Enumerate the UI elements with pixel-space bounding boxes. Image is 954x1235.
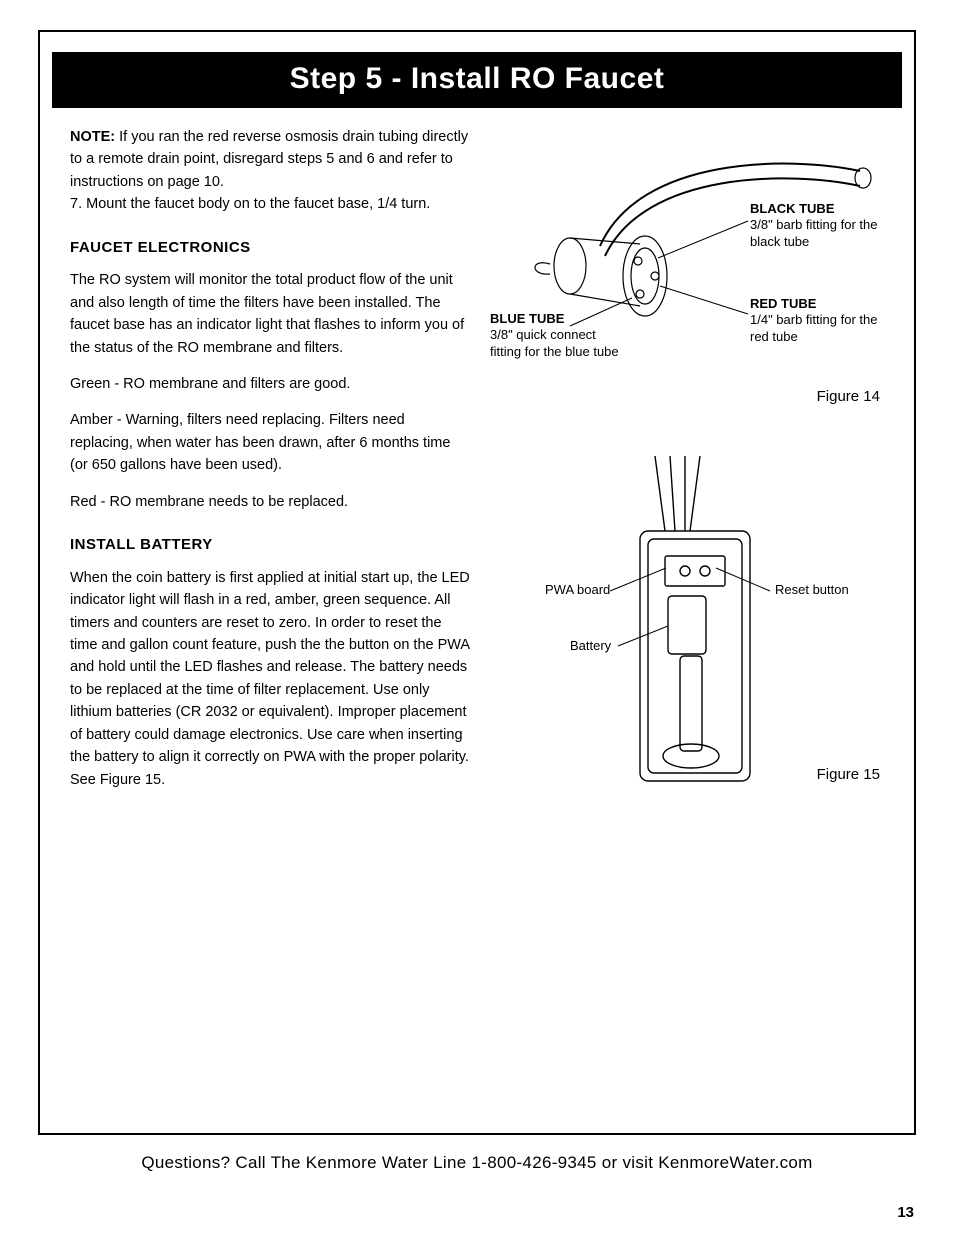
electronics-p1: The RO system will monitor the total pro… bbox=[70, 269, 470, 359]
electronics-heading: FAUCET ELECTRONICS bbox=[70, 236, 470, 259]
page: Step 5 - Install RO Faucet NOTE: If you … bbox=[0, 0, 954, 1235]
red-tube-head: RED TUBE bbox=[750, 296, 880, 312]
battery-p1: When the coin battery is first applied a… bbox=[70, 567, 470, 792]
footer-line: Questions? Call The Kenmore Water Line 1… bbox=[38, 1153, 916, 1173]
reset-button-callout: Reset button bbox=[775, 582, 849, 598]
page-number: 13 bbox=[897, 1204, 914, 1221]
black-tube-head: BLACK TUBE bbox=[750, 201, 880, 217]
red-tube-body: 1/4" barb fitting for the red tube bbox=[750, 312, 880, 345]
figure-15-label: Figure 15 bbox=[817, 766, 880, 783]
red-tube-callout: RED TUBE 1/4" barb fitting for the red t… bbox=[750, 296, 880, 345]
step-7: 7. Mount the faucet body on to the fauce… bbox=[70, 196, 430, 212]
diagram-column: BLACK TUBE 3/8" barb fitting for the bla… bbox=[490, 126, 890, 805]
blue-tube-body: 3/8" quick connect fitting for the blue … bbox=[490, 327, 630, 360]
blue-tube-head: BLUE TUBE bbox=[490, 311, 630, 327]
electronics-p2: Green - RO membrane and filters are good… bbox=[70, 373, 470, 395]
note-body: If you ran the red reverse osmosis drain… bbox=[70, 129, 468, 190]
battery-callout: Battery bbox=[570, 638, 611, 654]
black-tube-body: 3/8" barb fitting for the black tube bbox=[750, 217, 880, 250]
text-column: NOTE: If you ran the red reverse osmosis… bbox=[70, 126, 470, 805]
note-lead: NOTE: bbox=[70, 129, 115, 145]
figure-15-illustration bbox=[490, 456, 880, 796]
electronics-p3: Amber - Warning, filters need replacing.… bbox=[70, 409, 470, 476]
battery-heading: INSTALL BATTERY bbox=[70, 533, 470, 556]
step-title: Step 5 - Install RO Faucet bbox=[52, 52, 902, 108]
content-frame: Step 5 - Install RO Faucet NOTE: If you … bbox=[38, 30, 916, 1135]
black-tube-callout: BLACK TUBE 3/8" barb fitting for the bla… bbox=[750, 201, 880, 250]
pwa-board-callout: PWA board bbox=[545, 582, 610, 598]
electronics-p4: Red - RO membrane needs to be replaced. bbox=[70, 491, 470, 513]
figure-14-label: Figure 14 bbox=[817, 388, 880, 405]
two-column-layout: NOTE: If you ran the red reverse osmosis… bbox=[40, 108, 914, 805]
blue-tube-callout: BLUE TUBE 3/8" quick connect fitting for… bbox=[490, 311, 630, 360]
note-paragraph: NOTE: If you ran the red reverse osmosis… bbox=[70, 126, 470, 216]
